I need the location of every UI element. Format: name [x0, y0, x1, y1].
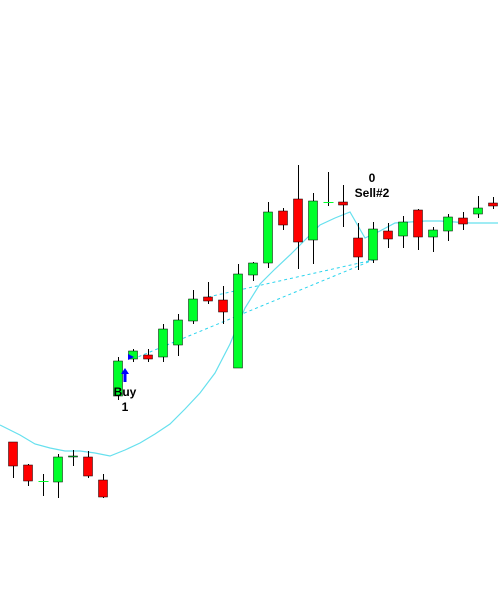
candle-body-up: [233, 273, 243, 369]
trade-lines-layer: [132, 259, 374, 360]
annotations-layer: Buy 1 0 Sell#2: [114, 171, 390, 414]
candle-body-down: [218, 299, 228, 313]
candle-body-down: [353, 237, 363, 258]
candle: [338, 185, 348, 227]
candle: [248, 262, 258, 281]
candle-body-down: [413, 209, 423, 238]
candle: [353, 223, 363, 270]
candle-body-down: [488, 202, 498, 207]
candle: [203, 282, 213, 304]
candle: [473, 196, 483, 218]
candle-body-up: [53, 456, 63, 483]
candle: [113, 357, 123, 400]
candle: [323, 172, 334, 206]
candle: [398, 216, 408, 248]
candle: [233, 264, 243, 369]
candle-body-up: [263, 211, 273, 264]
candles-layer: [8, 165, 498, 498]
candle: [23, 464, 33, 486]
candle-body-up: [368, 228, 378, 261]
candle-body-down: [8, 441, 18, 467]
candle: [218, 286, 228, 324]
candle: [413, 209, 423, 250]
candle-body-up: [248, 262, 258, 276]
candle-body-down: [293, 198, 303, 243]
candle-body-up: [308, 200, 318, 241]
candle: [173, 314, 183, 356]
candle: [428, 227, 438, 252]
moving-average-line: [0, 211, 498, 457]
candle-body-down: [458, 217, 468, 225]
candle: [53, 454, 63, 498]
candle-body-down: [98, 479, 108, 498]
candle: [143, 349, 153, 362]
candle: [278, 208, 288, 230]
candle: [188, 290, 198, 324]
candle: [488, 197, 498, 209]
candle-body-up: [173, 319, 183, 346]
candle: [98, 474, 108, 498]
candle-body-up: [188, 298, 198, 322]
candle: [8, 441, 18, 478]
candle: [263, 202, 273, 268]
buy-count: 1: [122, 400, 129, 414]
candle-body-down: [278, 210, 288, 226]
sell-count: 0: [369, 171, 376, 185]
candle: [458, 212, 468, 230]
candle-body-down: [143, 354, 153, 360]
candle: [383, 223, 393, 248]
candle: [158, 324, 168, 362]
candle: [308, 193, 318, 264]
candle: [443, 214, 453, 241]
candle: [38, 474, 49, 496]
buy-entry-marker: [128, 354, 134, 360]
candle-body-up: [158, 328, 168, 358]
candle: [293, 165, 303, 269]
candle-body-up: [428, 229, 438, 238]
buy-trade-line: [132, 259, 374, 360]
candle-body-down: [83, 456, 93, 477]
candle-body-up: [398, 221, 408, 237]
buy-arrow-icon: [121, 368, 129, 382]
candle: [68, 450, 78, 466]
sell-trade-line: [207, 259, 374, 298]
candle-body-down: [383, 230, 393, 240]
candle-body-up: [113, 360, 123, 397]
moving-average-layer: [0, 211, 498, 457]
sell-label: Sell#2: [355, 186, 390, 200]
candle-body-up: [443, 216, 453, 232]
candle-body-down: [203, 296, 213, 302]
buy-label: Buy: [114, 385, 137, 399]
candle-body-down: [23, 464, 33, 482]
candle-body-up: [473, 207, 483, 215]
candle: [83, 451, 93, 478]
candle-body-down: [338, 201, 348, 206]
candle: [368, 222, 378, 263]
candle-body-up: [68, 455, 78, 458]
